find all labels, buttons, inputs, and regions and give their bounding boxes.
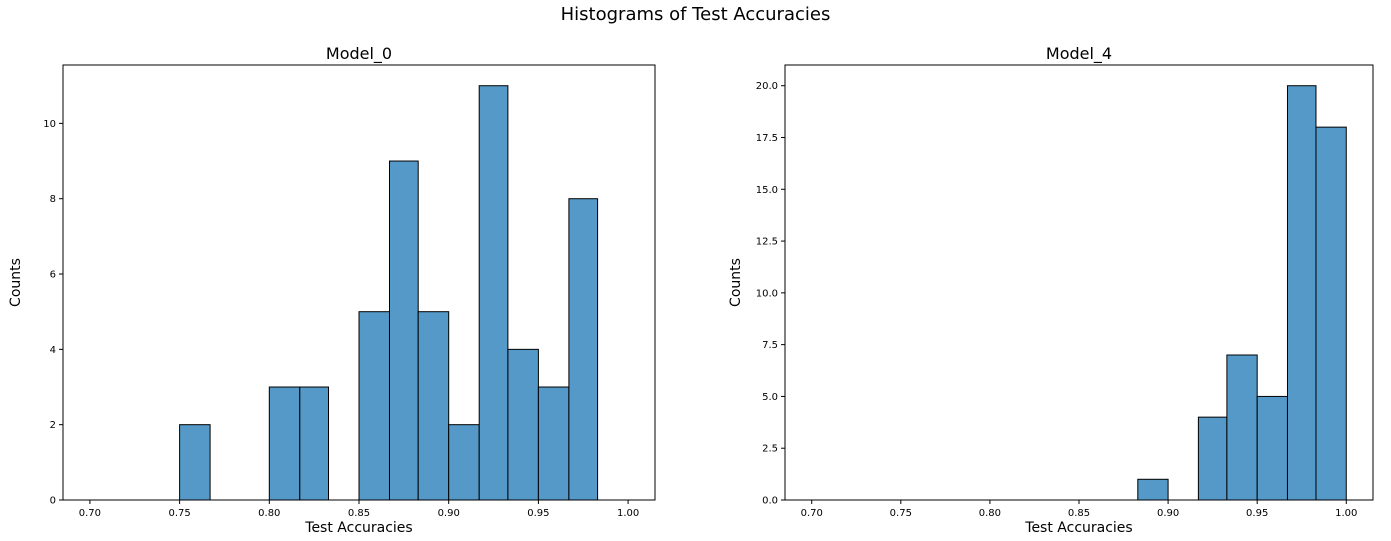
histogram-bar bbox=[1226, 354, 1258, 501]
y-tick-label: 4 bbox=[50, 345, 56, 356]
histogram-bar bbox=[507, 348, 539, 501]
y-tick-label: 0 bbox=[50, 496, 56, 507]
y-tick-label: 12.5 bbox=[756, 237, 778, 248]
y-tick-label: 6 bbox=[50, 270, 56, 281]
x-tick-label: 0.75 bbox=[890, 508, 912, 519]
panel-model-4: 0.70 0.75 0.80 0.85 0.90 0.95 1.00 0.0 2.5 5.0 7.5… bbox=[728, 44, 1374, 536]
y-tick-label: 17.5 bbox=[756, 133, 778, 144]
histogram-bar bbox=[478, 85, 509, 501]
histogram-bar bbox=[388, 160, 419, 501]
x-tick-label: 0.90 bbox=[438, 508, 460, 519]
histogram-bar bbox=[537, 386, 570, 501]
histogram-bar bbox=[568, 198, 599, 501]
histogram-bar bbox=[1315, 126, 1347, 501]
histogram-bar bbox=[358, 311, 390, 501]
x-tick-label: 1.00 bbox=[617, 508, 639, 519]
x-tick-label: 0.80 bbox=[258, 508, 280, 519]
y-axis-label: Counts bbox=[728, 258, 744, 307]
panel-model-0: 0.70 0.75 0.80 0.85 0.90 0.95 1.00 0 2 4 6 8 10 Model… bbox=[8, 44, 656, 536]
x-tick-label: 0.85 bbox=[1068, 508, 1090, 519]
histogram-bar bbox=[268, 386, 301, 501]
y-tick-label: 5.0 bbox=[762, 392, 778, 403]
panel-title: Model_4 bbox=[1046, 44, 1112, 64]
x-tick-label: 0.70 bbox=[79, 508, 101, 519]
histogram-bar bbox=[1197, 416, 1228, 501]
y-tick-label: 2 bbox=[50, 420, 56, 431]
x-tick-label: 0.95 bbox=[1246, 508, 1268, 519]
histogram-bar bbox=[179, 424, 211, 501]
x-tick-label: 0.95 bbox=[527, 508, 549, 519]
y-tick-label: 0.0 bbox=[762, 496, 778, 507]
x-axis-label: Test Accuracies bbox=[1024, 520, 1132, 536]
y-tick-label: 10.0 bbox=[756, 288, 778, 299]
histogram-bar bbox=[299, 386, 330, 501]
x-tick-label: 1.00 bbox=[1335, 508, 1357, 519]
y-tick-label: 2.5 bbox=[762, 444, 778, 455]
histogram-bar bbox=[417, 311, 450, 501]
x-tick-label: 0.80 bbox=[979, 508, 1001, 519]
panel-title: Model_0 bbox=[326, 44, 392, 64]
x-tick-label: 0.70 bbox=[801, 508, 823, 519]
y-tick-label: 8 bbox=[50, 194, 56, 205]
x-axis-label: Test Accuracies bbox=[304, 520, 412, 536]
x-tick-label: 0.85 bbox=[348, 508, 370, 519]
y-tick-label: 20.0 bbox=[756, 81, 778, 92]
x-tick-label: 0.75 bbox=[168, 508, 190, 519]
histogram-bar bbox=[1256, 395, 1288, 501]
x-tick-label: 0.90 bbox=[1157, 508, 1179, 519]
y-tick-label: 7.5 bbox=[762, 340, 778, 351]
y-axis-label: Counts bbox=[8, 258, 24, 307]
histogram-bar bbox=[1286, 85, 1317, 501]
histogram-bar bbox=[1137, 478, 1169, 501]
y-tick-label: 15.0 bbox=[756, 185, 778, 196]
histogram-bar bbox=[448, 424, 480, 501]
y-tick-label: 10 bbox=[43, 119, 56, 130]
figure-title: Histograms of Test Accuracies bbox=[560, 4, 831, 25]
